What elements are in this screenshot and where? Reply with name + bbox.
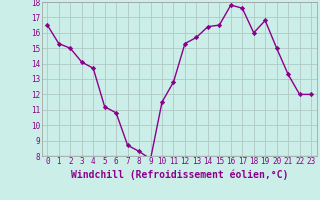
X-axis label: Windchill (Refroidissement éolien,°C): Windchill (Refroidissement éolien,°C) xyxy=(70,169,288,180)
